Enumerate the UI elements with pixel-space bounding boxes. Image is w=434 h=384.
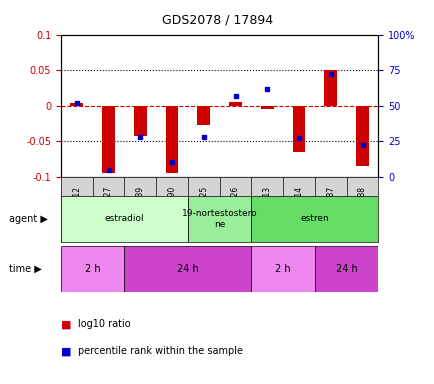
Text: 2 h: 2 h bbox=[275, 264, 290, 274]
Bar bbox=[102, 106, 115, 173]
Text: ■: ■ bbox=[61, 346, 71, 356]
Text: estradiol: estradiol bbox=[104, 214, 144, 223]
Bar bbox=[134, 106, 146, 136]
FancyBboxPatch shape bbox=[61, 196, 187, 242]
Text: GSM103325: GSM103325 bbox=[199, 186, 208, 232]
Bar bbox=[197, 106, 210, 126]
Text: GSM103288: GSM103288 bbox=[357, 186, 366, 232]
Text: GSM103114: GSM103114 bbox=[294, 186, 303, 232]
Bar bbox=[260, 106, 273, 109]
Text: percentile rank within the sample: percentile rank within the sample bbox=[78, 346, 243, 356]
Text: estren: estren bbox=[300, 214, 329, 223]
FancyBboxPatch shape bbox=[61, 246, 124, 292]
Text: 24 h: 24 h bbox=[177, 264, 198, 274]
Text: GSM103113: GSM103113 bbox=[262, 186, 271, 232]
Bar bbox=[292, 106, 305, 152]
Text: ■: ■ bbox=[61, 319, 71, 329]
FancyBboxPatch shape bbox=[124, 246, 251, 292]
FancyBboxPatch shape bbox=[314, 246, 378, 292]
Bar bbox=[324, 70, 336, 106]
Text: agent ▶: agent ▶ bbox=[9, 214, 47, 224]
FancyBboxPatch shape bbox=[251, 246, 314, 292]
Text: GSM103327: GSM103327 bbox=[104, 186, 113, 232]
Text: GSM103326: GSM103326 bbox=[230, 186, 240, 232]
Bar bbox=[70, 103, 83, 106]
Text: GSM103290: GSM103290 bbox=[167, 186, 176, 232]
FancyBboxPatch shape bbox=[251, 196, 378, 242]
Bar bbox=[355, 106, 368, 166]
Bar bbox=[229, 102, 241, 106]
Text: 2 h: 2 h bbox=[85, 264, 100, 274]
Text: time ▶: time ▶ bbox=[9, 264, 41, 274]
Text: GSM103112: GSM103112 bbox=[72, 186, 81, 232]
Text: GSM103287: GSM103287 bbox=[326, 186, 335, 232]
Text: GSM103289: GSM103289 bbox=[135, 186, 145, 232]
Text: 19-nortestostero
ne: 19-nortestostero ne bbox=[181, 209, 257, 228]
Text: 24 h: 24 h bbox=[335, 264, 357, 274]
FancyBboxPatch shape bbox=[187, 196, 251, 242]
Bar bbox=[165, 106, 178, 173]
Text: log10 ratio: log10 ratio bbox=[78, 319, 131, 329]
Text: GDS2078 / 17894: GDS2078 / 17894 bbox=[161, 13, 273, 26]
